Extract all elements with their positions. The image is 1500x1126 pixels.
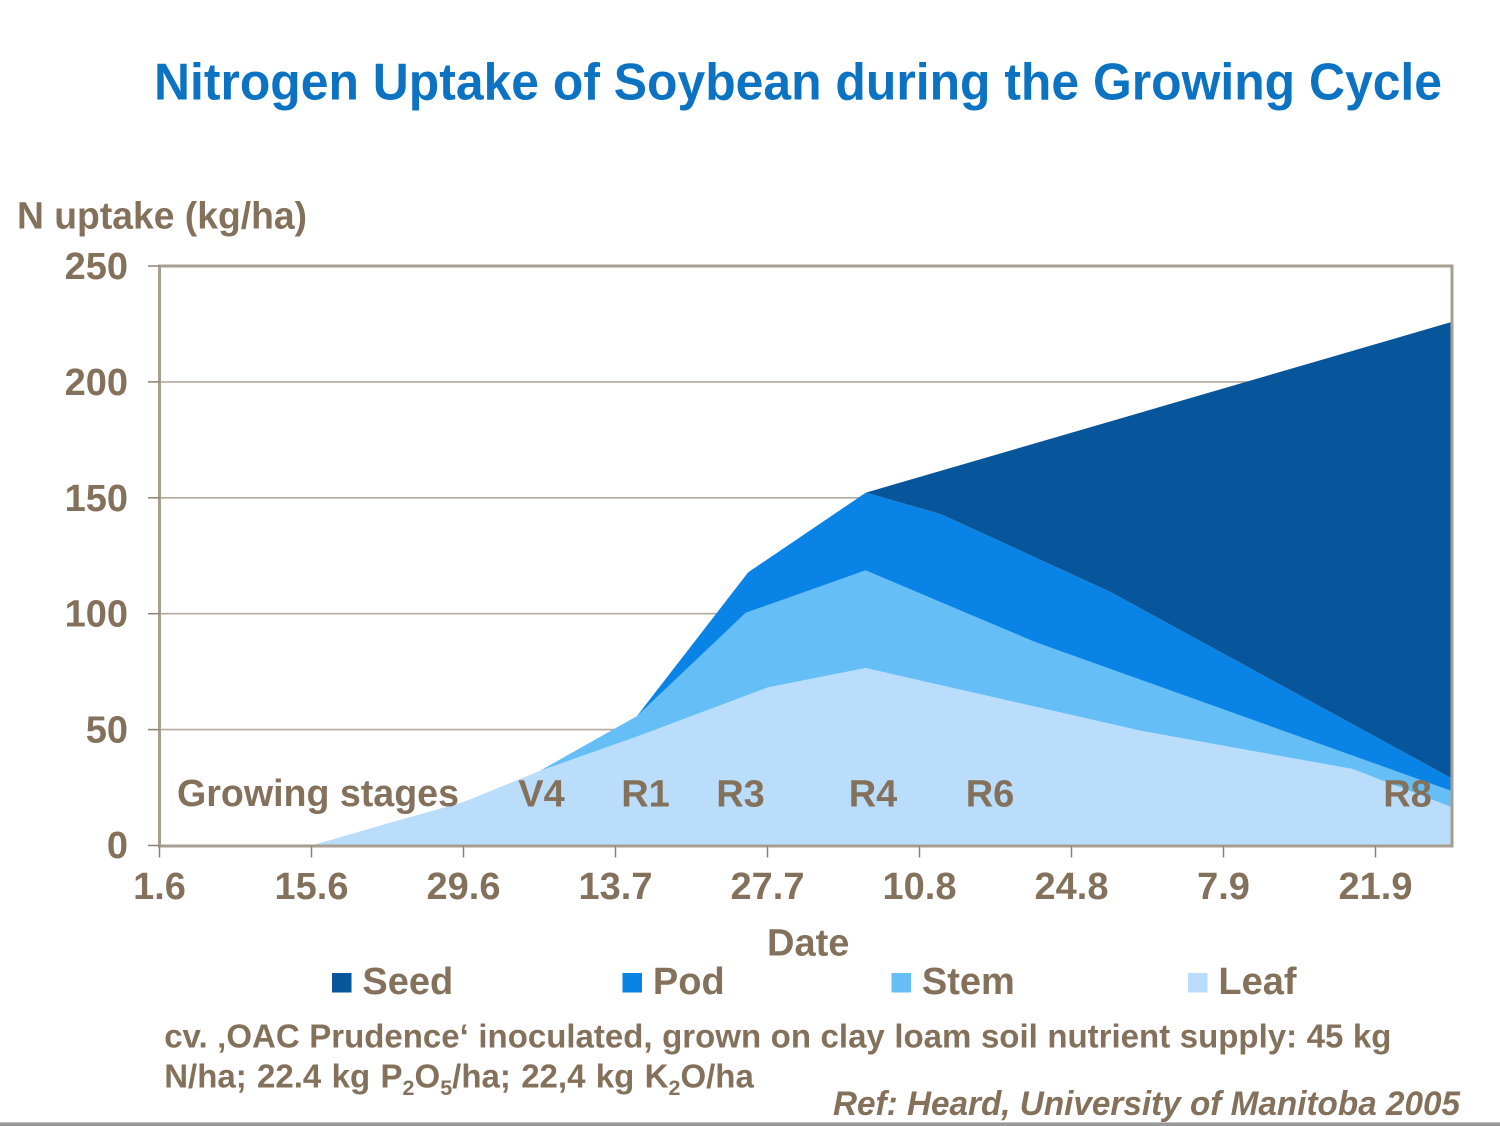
svg-text:50: 50 xyxy=(86,710,128,752)
svg-text:R8: R8 xyxy=(1383,774,1432,816)
svg-text:13.7: 13.7 xyxy=(579,866,653,908)
svg-text:0: 0 xyxy=(107,825,128,867)
svg-text:N/ha; 22.4 kg P2O5/ha; 22,4 kg: N/ha; 22.4 kg P2O5/ha; 22,4 kg K2O/ha xyxy=(164,1058,754,1101)
svg-text:29.6: 29.6 xyxy=(427,866,501,908)
svg-text:Seed: Seed xyxy=(362,961,453,1003)
svg-text:R6: R6 xyxy=(966,774,1015,816)
svg-text:250: 250 xyxy=(65,246,128,288)
svg-text:Growing stages: Growing stages xyxy=(177,773,459,815)
svg-text:7.9: 7.9 xyxy=(1197,866,1250,908)
svg-text:R3: R3 xyxy=(716,774,765,816)
svg-text:150: 150 xyxy=(65,478,128,520)
svg-text:10.8: 10.8 xyxy=(883,866,957,908)
svg-text:Stem: Stem xyxy=(922,961,1015,1003)
svg-text:Leaf: Leaf xyxy=(1218,961,1296,1003)
svg-text:R4: R4 xyxy=(849,774,898,816)
svg-text:Pod: Pod xyxy=(653,961,725,1003)
svg-text:24.8: 24.8 xyxy=(1035,866,1109,908)
svg-text:cv. ‚OAC Prudence‘ inoculated,: cv. ‚OAC Prudence‘ inoculated, grown on … xyxy=(164,1018,1391,1055)
svg-text:V4: V4 xyxy=(518,774,564,816)
svg-text:N uptake (kg/ha): N uptake (kg/ha) xyxy=(17,195,307,237)
svg-text:Ref: Heard, University of Mani: Ref: Heard, University of Manitoba 2005 xyxy=(833,1085,1461,1123)
svg-text:R1: R1 xyxy=(621,774,670,816)
svg-text:15.6: 15.6 xyxy=(275,866,349,908)
svg-text:Nitrogen Uptake of Soybean dur: Nitrogen Uptake of Soybean during the Gr… xyxy=(154,54,1442,112)
svg-text:200: 200 xyxy=(65,362,128,404)
svg-text:1.6: 1.6 xyxy=(133,866,186,908)
svg-text:27.7: 27.7 xyxy=(731,866,805,908)
svg-text:Date: Date xyxy=(767,923,849,965)
svg-text:100: 100 xyxy=(65,594,128,636)
svg-text:21.9: 21.9 xyxy=(1339,866,1413,908)
